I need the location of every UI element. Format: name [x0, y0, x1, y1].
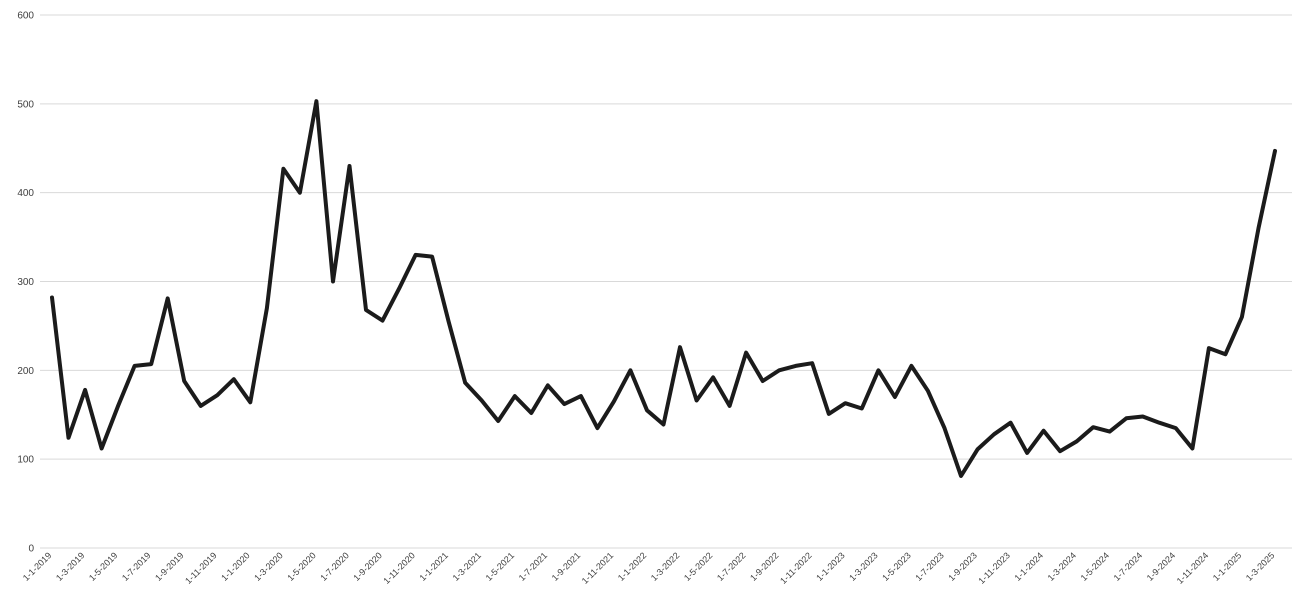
x-tick-label-1-11-2019: 1-11-2019 [183, 550, 219, 586]
data-series [50, 99, 1277, 478]
x-tick-label-1-11-2022: 1-11-2022 [778, 550, 814, 586]
x-tick-label-1-9-2019: 1-9-2019 [153, 550, 186, 583]
x-tick-label-1-9-2024: 1-9-2024 [1145, 550, 1178, 583]
y-tick-label-400: 400 [17, 188, 34, 199]
x-tick-label-1-11-2024: 1-11-2024 [1175, 550, 1211, 586]
x-tick-label-1-7-2020: 1-7-2020 [318, 550, 351, 583]
x-tick-label-1-1-2021: 1-1-2021 [418, 550, 451, 583]
x-tick-label-1-5-2021: 1-5-2021 [484, 550, 517, 583]
x-tick-label-1-1-2022: 1-1-2022 [616, 550, 649, 583]
x-tick-label-1-5-2022: 1-5-2022 [682, 550, 715, 583]
x-tick-label-1-3-2020: 1-3-2020 [252, 550, 285, 583]
x-tick-label-1-7-2022: 1-7-2022 [715, 550, 748, 583]
y-tick-label-600: 600 [17, 11, 34, 22]
y-tick-label-200: 200 [17, 366, 34, 377]
y-tick-label-100: 100 [17, 455, 34, 466]
x-tick-label-1-3-2025: 1-3-2025 [1244, 550, 1277, 583]
x-tick-label-1-11-2021: 1-11-2021 [580, 550, 616, 586]
x-tick-label-1-3-2021: 1-3-2021 [451, 550, 484, 583]
x-axis-labels: 1-1-2019 1-3-2019 1-5-2019 1-7-2019 1-9-2019… [21, 550, 1277, 586]
x-tick-label-1-7-2024: 1-7-2024 [1112, 550, 1145, 583]
x-tick-label-1-5-2023: 1-5-2023 [880, 550, 913, 583]
x-tick-label-1-11-2020: 1-11-2020 [381, 550, 417, 586]
x-tick-label-1-7-2023: 1-7-2023 [913, 550, 946, 583]
x-tick-label-1-3-2022: 1-3-2022 [649, 550, 682, 583]
x-tick-label-1-1-2019: 1-1-2019 [21, 550, 54, 583]
x-tick-label-1-9-2021: 1-9-2021 [550, 550, 583, 583]
x-tick-label-1-1-2020: 1-1-2020 [219, 550, 252, 583]
x-tick-label-1-3-2019: 1-3-2019 [54, 550, 87, 583]
x-tick-label-1-3-2023: 1-3-2023 [847, 550, 880, 583]
x-tick-label-1-7-2019: 1-7-2019 [120, 550, 153, 583]
x-tick-label-1-5-2024: 1-5-2024 [1079, 550, 1112, 583]
x-tick-label-1-7-2021: 1-7-2021 [517, 550, 550, 583]
x-tick-label-1-1-2024: 1-1-2024 [1012, 550, 1045, 583]
y-tick-label-0: 0 [28, 544, 34, 555]
data-line [50, 99, 1277, 478]
x-tick-label-1-3-2024: 1-3-2024 [1046, 550, 1079, 583]
y-axis-labels: 0 100 200 300 400 500 600 [17, 11, 34, 555]
x-tick-label-1-5-2019: 1-5-2019 [87, 550, 120, 583]
x-tick-label-1-1-2025: 1-1-2025 [1211, 550, 1244, 583]
x-tick-label-1-11-2023: 1-11-2023 [976, 550, 1012, 586]
x-tick-label-1-9-2022: 1-9-2022 [748, 550, 781, 583]
gridlines [40, 14, 1292, 549]
x-tick-label-1-9-2020: 1-9-2020 [351, 550, 384, 583]
x-tick-label-1-9-2023: 1-9-2023 [946, 550, 979, 583]
y-tick-label-500: 500 [17, 99, 34, 110]
x-tick-label-1-5-2020: 1-5-2020 [285, 550, 318, 583]
y-tick-label-300: 300 [17, 277, 34, 288]
x-tick-label-1-1-2023: 1-1-2023 [814, 550, 847, 583]
